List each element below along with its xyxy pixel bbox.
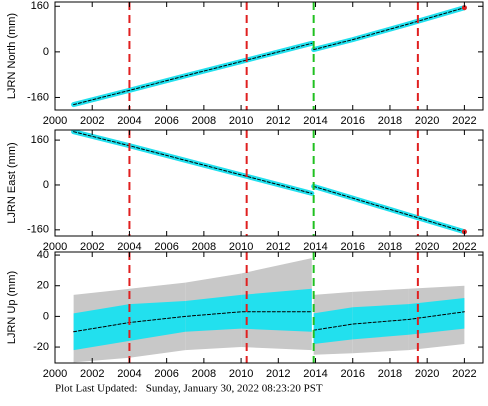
end-point	[461, 5, 467, 11]
plot-frame	[54, 251, 484, 364]
x-tick-label: 2002	[80, 368, 104, 380]
plot-area	[73, 258, 465, 363]
x-tick-label: 2018	[378, 115, 402, 127]
x-tick-label: 2012	[266, 368, 290, 380]
plot-frame	[54, 1, 484, 111]
scatter-band	[408, 297, 465, 335]
y-tick-label: 20	[37, 280, 49, 292]
y-axis-label: LJRN North (mm)	[6, 13, 18, 99]
plot-area	[71, 130, 467, 235]
x-tick-label: 2006	[154, 241, 178, 253]
y-axis-label: LJRN Up (mm)	[6, 271, 18, 344]
y-tick-label: 0	[43, 310, 49, 322]
scatter-band	[129, 301, 186, 341]
x-tick-label: 2000	[43, 368, 67, 380]
x-tick-label: 2012	[266, 241, 290, 253]
x-tick-label: 2004	[117, 368, 141, 380]
x-tick-label: 2022	[452, 115, 476, 127]
x-tick-label: 2018	[378, 241, 402, 253]
data-line	[313, 185, 465, 233]
x-tick-label: 2008	[192, 115, 216, 127]
x-tick-label: 2022	[452, 241, 476, 253]
plot-frame	[54, 129, 484, 237]
x-tick-label: 2006	[154, 115, 178, 127]
y-tick-label: 160	[31, 134, 49, 146]
data-line	[73, 42, 313, 106]
y-tick-label: -160	[27, 91, 49, 103]
scatter-band	[313, 307, 353, 344]
x-tick-label: 2000	[43, 115, 67, 127]
x-tick-label: 2014	[303, 368, 327, 380]
scatter-band	[241, 288, 312, 332]
x-tick-label: 2004	[117, 115, 141, 127]
y-tick-label: 40	[37, 249, 49, 261]
x-tick-label: 2008	[192, 241, 216, 253]
x-tick-label: 2008	[192, 368, 216, 380]
plot-area	[71, 5, 467, 108]
data-line	[73, 311, 313, 333]
x-tick-label: 2020	[415, 115, 439, 127]
x-tick-label: 2000	[43, 241, 67, 253]
x-tick-label: 2006	[154, 368, 178, 380]
x-tick-label: 2014	[303, 241, 327, 253]
x-tick-label: 2018	[378, 368, 402, 380]
x-tick-label: 2002	[80, 241, 104, 253]
y-axis-label: LJRN East (mm)	[6, 142, 18, 223]
footer: Plot Last Updated: Sunday, January 30, 2…	[55, 383, 323, 395]
y-tick-label: -20	[33, 341, 49, 353]
x-tick-label: 2010	[229, 115, 253, 127]
x-tick-label: 2002	[80, 115, 104, 127]
data-line	[313, 311, 465, 331]
y-tick-label: 0	[43, 179, 49, 191]
x-tick-label: 2012	[266, 115, 290, 127]
data-line	[73, 131, 313, 194]
x-tick-label: 2016	[340, 241, 364, 253]
scatter-band	[185, 294, 242, 332]
x-tick-label: 2010	[229, 368, 253, 380]
data-line	[311, 183, 467, 235]
y-tick-label: 0	[43, 46, 49, 58]
y-tick-label: 160	[31, 0, 49, 12]
x-tick-label: 2004	[117, 241, 141, 253]
x-tick-label: 2022	[452, 368, 476, 380]
x-tick-label: 2020	[415, 241, 439, 253]
y-tick-label: -160	[27, 224, 49, 236]
x-tick-label: 2020	[415, 368, 439, 380]
x-tick-label: 2016	[340, 368, 364, 380]
x-tick-label: 2016	[340, 115, 364, 127]
x-tick-label: 2010	[229, 241, 253, 253]
x-tick-label: 2014	[303, 115, 327, 127]
data-line	[313, 7, 465, 51]
